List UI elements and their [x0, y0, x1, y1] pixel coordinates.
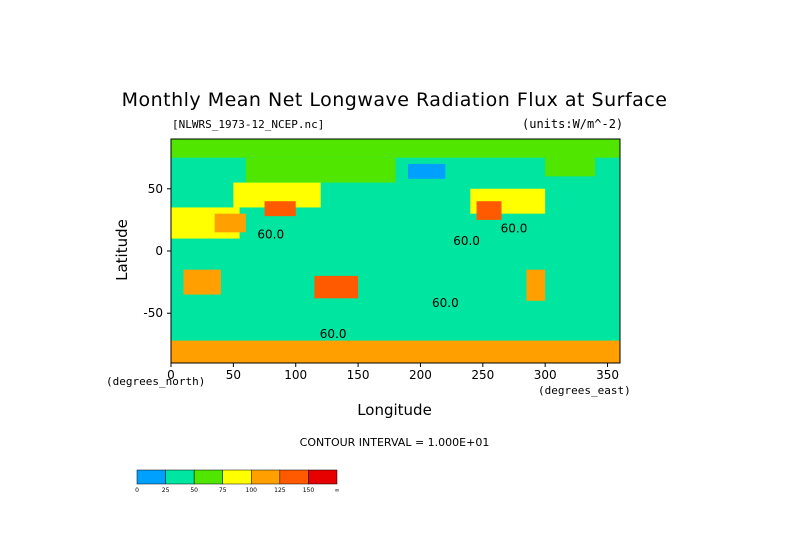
- region-greenland: [545, 151, 596, 177]
- colorbar-label: 150: [303, 487, 315, 494]
- x-tick-label: 350: [596, 368, 619, 382]
- region-southwest-us: [476, 201, 502, 220]
- colorbar-label: 75: [219, 487, 227, 494]
- colorbar-swatch: [251, 469, 281, 485]
- region-siberia: [245, 157, 396, 183]
- colorbar-label: 50: [190, 487, 198, 494]
- colorbar-label: 100: [246, 487, 258, 494]
- units-label: (units:W/m^-2): [522, 117, 624, 131]
- colorbar-swatch: [279, 469, 309, 485]
- region-tibet: [264, 201, 296, 217]
- colorbar-swatch: [136, 469, 166, 485]
- region-south-africa: [183, 269, 221, 295]
- colorbar-label: 0: [135, 487, 139, 494]
- x-tick-label: 100: [284, 368, 307, 382]
- x-tick-label: 50: [226, 368, 241, 382]
- colorbar-swatch: [165, 469, 195, 485]
- y-unit-label: (degrees_north): [106, 375, 206, 388]
- colorbar-swatch: [308, 469, 338, 485]
- x-tick-label: 0: [167, 368, 175, 382]
- contour-label: 60.0: [432, 296, 459, 310]
- y-tick-label: 0: [155, 244, 163, 258]
- contour-label: 60.0: [453, 234, 480, 248]
- colorbar-swatch: [222, 469, 252, 485]
- x-axis-label: Longitude: [357, 401, 432, 419]
- x-tick-label: 150: [347, 368, 370, 382]
- region-arabia: [214, 213, 246, 233]
- contour-label: 60.0: [320, 327, 347, 341]
- file-label: [NLWRS_1973-12_NCEP.nc]: [172, 118, 325, 131]
- contour-label: 60.0: [257, 228, 284, 242]
- region-antarctic-band: [171, 340, 620, 363]
- x-tick-label: 300: [534, 368, 557, 382]
- x-tick-label: 250: [471, 368, 494, 382]
- colorbar-label: ∞: [335, 487, 340, 494]
- y-tick-label: 50: [148, 182, 163, 196]
- x-tick-label: 200: [409, 368, 432, 382]
- colorbar-swatch: [193, 469, 223, 485]
- contour-label: 60.0: [501, 221, 528, 235]
- colorbar-label: 125: [274, 487, 286, 494]
- y-tick-label: -50: [143, 306, 163, 320]
- region-arctic-band: [171, 139, 620, 158]
- region-south-america: [526, 269, 546, 301]
- contour-interval-label: CONTOUR INTERVAL = 1.000E+01: [299, 436, 490, 449]
- region-alaska: [407, 163, 446, 179]
- chart-title: Monthly Mean Net Longwave Radiation Flux…: [121, 89, 668, 111]
- colorbar-label: 25: [162, 487, 170, 494]
- x-unit-label: (degrees_east): [538, 384, 631, 397]
- region-australia: [314, 275, 359, 299]
